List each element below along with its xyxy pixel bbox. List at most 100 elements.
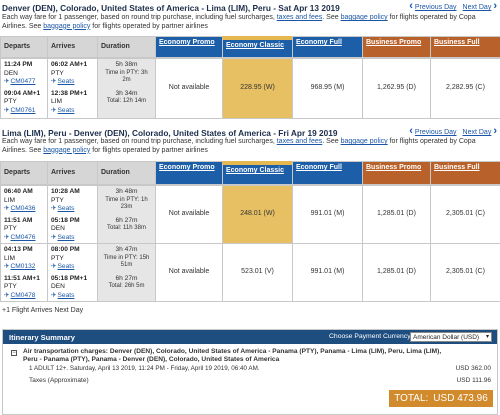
- flight-link[interactable]: ✈CM0476: [4, 234, 44, 243]
- note-text: for flights operated by Copa Airlines. S…: [2, 138, 476, 154]
- table-cell: 11:24 PM DEN ✈CM0477 09:04 AM+1 PTY ✈CM0761: [0, 58, 48, 119]
- fare-text[interactable]: 1,285.01 (D): [377, 268, 416, 276]
- seats-text[interactable]: Seats: [57, 233, 75, 241]
- fare-cell[interactable]: 1,285.01 (D): [362, 185, 431, 244]
- fare-cell[interactable]: 1,285.01 (D): [362, 243, 431, 302]
- flight-number[interactable]: CM0477: [10, 78, 36, 86]
- flight-link[interactable]: ✈CM0478: [4, 292, 44, 301]
- seat-icon: ✈: [51, 78, 57, 86]
- fare-text[interactable]: 1,285.01 (D): [377, 210, 416, 218]
- currency-value[interactable]: American Dollar (USD): [413, 334, 480, 341]
- seats-text[interactable]: Seats: [57, 106, 75, 114]
- fare-text[interactable]: 248.01 (W): [240, 210, 275, 218]
- seats-text[interactable]: Seats: [57, 291, 75, 299]
- flight-number[interactable]: CM0476: [10, 233, 36, 241]
- previous-day[interactable]: ‹ Previous Day: [409, 125, 456, 137]
- arrive-airport: DEN: [51, 283, 65, 291]
- column-header[interactable]: Business Full: [430, 161, 500, 185]
- column-header[interactable]: Business Full: [430, 36, 500, 58]
- fare-text[interactable]: 228.95 (W): [240, 84, 275, 92]
- note-link[interactable]: baggage policy: [43, 146, 91, 154]
- note-link[interactable]: baggage policy: [340, 138, 388, 145]
- fare-cell[interactable]: 248.01 (W): [222, 185, 293, 244]
- column-header[interactable]: Economy Promo: [155, 36, 223, 58]
- collapse-icon[interactable]: −: [11, 350, 17, 356]
- column-header-text[interactable]: Economy Full: [296, 164, 342, 171]
- depart-airport: LIM: [4, 196, 15, 204]
- column-header-text[interactable]: Business Promo: [366, 39, 422, 46]
- seat-icon: ✈: [51, 291, 57, 299]
- column-header[interactable]: Economy Full: [292, 36, 363, 58]
- fare-text[interactable]: 2,305.01 (C): [446, 210, 485, 218]
- fare-cell: Not available: [155, 58, 223, 119]
- seats-link[interactable]: ✈Seats: [51, 263, 94, 272]
- depart-time: 11:51 AM: [4, 216, 33, 224]
- flight-link[interactable]: ✈CM0436: [4, 205, 44, 214]
- column-header[interactable]: Business Promo: [362, 161, 431, 185]
- column-header-text[interactable]: Business Full: [434, 164, 480, 171]
- arrive-airport: PTY: [51, 69, 64, 77]
- note-link[interactable]: taxes and fees: [276, 14, 323, 21]
- seats-text[interactable]: Seats: [57, 205, 75, 213]
- previous-day-text[interactable]: Previous Day: [414, 4, 457, 11]
- column-header-text[interactable]: Economy Classic: [226, 167, 284, 174]
- fare-cell[interactable]: 523.01 (V): [222, 243, 293, 302]
- column-header: Arrives: [47, 36, 98, 58]
- fare-cell[interactable]: 968.95 (M): [292, 58, 363, 119]
- fare-cell[interactable]: 2,282.95 (C): [430, 58, 500, 119]
- currency-select[interactable]: American Dollar (USD) ▾: [410, 332, 492, 342]
- column-header-text[interactable]: Economy Promo: [159, 39, 215, 46]
- fare-cell[interactable]: 2,305.01 (C): [430, 185, 500, 244]
- column-header-text[interactable]: Economy Classic: [226, 42, 284, 49]
- flight-number[interactable]: CM0761: [10, 106, 36, 114]
- seats-text[interactable]: Seats: [57, 263, 75, 271]
- column-header-text[interactable]: Business Promo: [366, 164, 422, 171]
- column-header-text[interactable]: Business Full: [434, 39, 480, 46]
- flight-number[interactable]: CM0132: [10, 263, 36, 271]
- flight-number[interactable]: CM0436: [10, 205, 36, 213]
- seats-link[interactable]: ✈Seats: [51, 78, 94, 87]
- arrive-airport: PTY: [51, 254, 64, 262]
- column-header[interactable]: Economy Classic: [222, 161, 293, 185]
- fare-text[interactable]: 991.01 (M): [310, 210, 345, 218]
- previous-day[interactable]: ‹ Previous Day: [409, 0, 456, 12]
- column-header[interactable]: Economy Full: [292, 161, 363, 185]
- fare-cell[interactable]: 991.01 (M): [292, 185, 363, 244]
- fare-text[interactable]: 2,305.01 (C): [446, 268, 485, 276]
- flight-link[interactable]: ✈CM0761: [4, 107, 44, 116]
- next-day[interactable]: Next Day ›: [463, 125, 497, 137]
- seats-link[interactable]: ✈Seats: [51, 107, 94, 116]
- next-day-text[interactable]: Next Day: [462, 4, 492, 11]
- depart-time: 04:13 PM: [4, 246, 33, 253]
- column-header[interactable]: Economy Classic: [222, 36, 293, 58]
- seats-link[interactable]: ✈Seats: [51, 205, 94, 214]
- fare-cell[interactable]: 1,262.95 (D): [362, 58, 431, 119]
- fare-text: Not available: [168, 84, 210, 92]
- fare-text[interactable]: 968.95 (M): [310, 84, 345, 92]
- flight-link[interactable]: ✈CM0477: [4, 78, 44, 87]
- note-link[interactable]: taxes and fees: [276, 138, 323, 145]
- chevron-left: ‹: [409, 0, 413, 12]
- column-header-text[interactable]: Economy Full: [296, 39, 342, 46]
- next-day[interactable]: Next Day ›: [463, 0, 497, 12]
- note-link[interactable]: baggage policy: [43, 22, 91, 30]
- fare-cell[interactable]: 991.01 (M): [292, 243, 363, 302]
- seats-text[interactable]: Seats: [57, 78, 75, 86]
- next-day-text[interactable]: Next Day: [462, 129, 492, 136]
- seats-link[interactable]: ✈Seats: [51, 292, 94, 301]
- note-link[interactable]: baggage policy: [340, 14, 388, 21]
- flight-link[interactable]: ✈CM0132: [4, 263, 44, 272]
- fare-text[interactable]: 2,282.95 (C): [446, 84, 485, 92]
- fare-cell[interactable]: 228.95 (W): [222, 58, 293, 119]
- segment-depart: 09:04 AM+1 PTY ✈CM0761: [4, 90, 44, 116]
- column-header-text[interactable]: Economy Promo: [159, 164, 215, 171]
- fare-text[interactable]: 1,262.95 (D): [377, 84, 416, 92]
- seats-link[interactable]: ✈Seats: [51, 234, 94, 243]
- flight-number[interactable]: CM0478: [10, 291, 36, 299]
- column-header[interactable]: Business Promo: [362, 36, 431, 58]
- fare-text[interactable]: 991.01 (M): [310, 268, 345, 276]
- fare-text[interactable]: 523.01 (V): [241, 268, 274, 276]
- fare-cell[interactable]: 2,305.01 (C): [430, 243, 500, 302]
- column-header[interactable]: Economy Promo: [155, 161, 223, 185]
- previous-day-text[interactable]: Previous Day: [414, 129, 457, 136]
